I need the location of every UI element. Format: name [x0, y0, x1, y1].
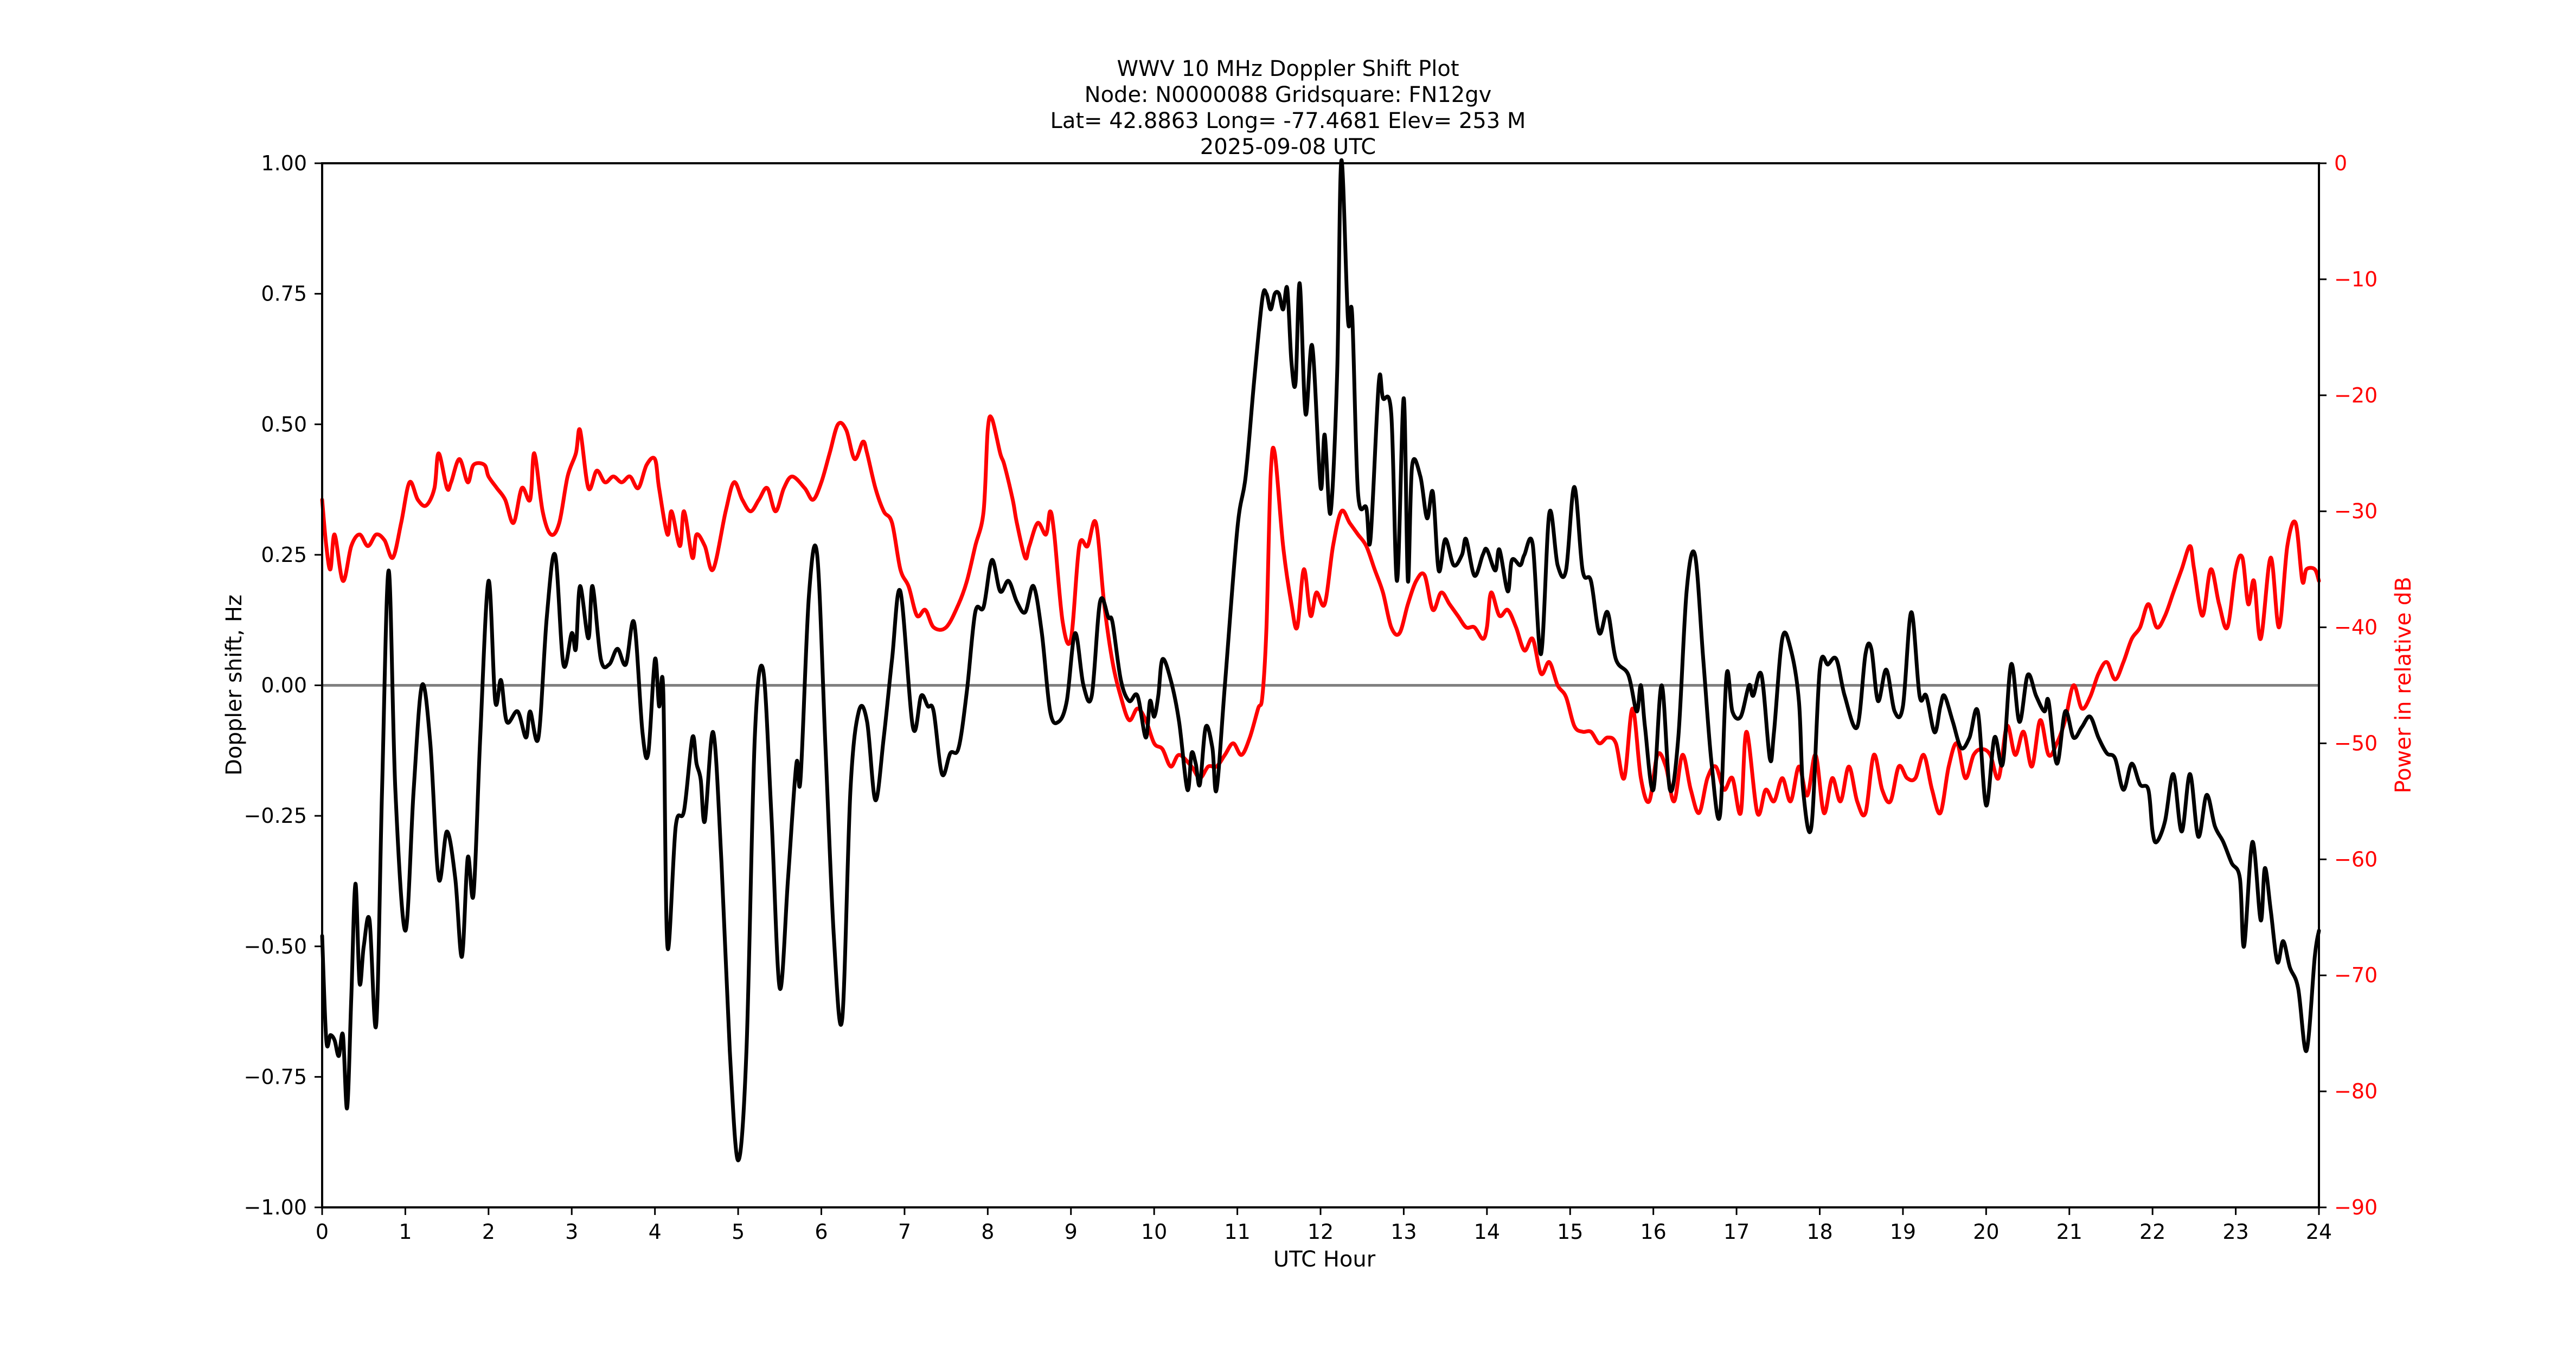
x-tick-label: 16 [1640, 1220, 1666, 1244]
x-tick-label: 11 [1224, 1220, 1250, 1244]
x-tick-label: 20 [1973, 1220, 1999, 1244]
y-tick-label: 0.50 [261, 412, 307, 436]
chart-subtitle-node: Node: N0000088 Gridsquare: FN12gv [1084, 82, 1492, 107]
x-tick-label: 12 [1308, 1220, 1334, 1244]
plot-area [320, 158, 2321, 1208]
power-series-line [320, 414, 2321, 817]
y2-tick-label: −80 [2334, 1079, 2378, 1103]
y-tick-label: 1.00 [261, 151, 307, 175]
y-tick-label: −1.00 [244, 1195, 307, 1219]
x-tick-label: 22 [2139, 1220, 2165, 1244]
x-tick-label: 8 [981, 1220, 994, 1244]
x-tick-label: 9 [1065, 1220, 1078, 1244]
y-tick-label: 0.00 [261, 674, 307, 698]
chart-subtitle-date: 2025-09-08 UTC [1200, 135, 1376, 159]
x-tick-label: 5 [732, 1220, 745, 1244]
x-tick-label: 10 [1141, 1220, 1167, 1244]
chart-title: WWV 10 MHz Doppler Shift Plot [1117, 56, 1459, 81]
y-tick-label: −0.50 [244, 935, 307, 958]
chart-subtitle-location: Lat= 42.8863 Long= -77.4681 Elev= 253 M [1050, 108, 1526, 133]
x-tick-label: 3 [565, 1220, 578, 1244]
x-tick-label: 21 [2056, 1220, 2082, 1244]
y2-tick-label: −70 [2334, 963, 2378, 987]
x-tick-label: 7 [898, 1220, 911, 1244]
x-tick-label: 4 [649, 1220, 662, 1244]
y2-tick-label: −50 [2334, 731, 2378, 755]
y-tick-label: 0.25 [261, 543, 307, 567]
x-tick-label: 6 [815, 1220, 828, 1244]
y-tick-label: −0.75 [244, 1065, 307, 1089]
y2-tick-label: −40 [2334, 616, 2378, 639]
x-tick-label: 23 [2222, 1220, 2248, 1244]
y2-tick-label: 0 [2334, 151, 2347, 175]
x-tick-label: 24 [2306, 1220, 2332, 1244]
y2-tick-label: −90 [2334, 1195, 2378, 1219]
x-axis-label: UTC Hour [1273, 1247, 1376, 1272]
x-tick-label: 1 [399, 1220, 412, 1244]
doppler-series-line [320, 158, 2321, 1162]
y2-tick-label: −20 [2334, 383, 2378, 407]
x-tick-label: 2 [482, 1220, 495, 1244]
y2-tick-label: −10 [2334, 267, 2378, 291]
x-tick-label: 15 [1557, 1220, 1583, 1244]
y-axis-right-label: Power in relative dB [2391, 577, 2416, 793]
y-axis-left-label: Doppler shift, Hz [222, 594, 247, 776]
x-tick-label: 13 [1390, 1220, 1417, 1244]
x-tick-label: 18 [1806, 1220, 1832, 1244]
x-tick-label: 19 [1890, 1220, 1916, 1244]
x-tick-label: 14 [1474, 1220, 1500, 1244]
y-axis-right-ticks: 0 −10 −20 −30 −40 −50 −60 −70 −80 −90 [2319, 151, 2378, 1219]
x-tick-label: 0 [316, 1220, 329, 1244]
x-tick-label: 17 [1723, 1220, 1750, 1244]
y-axis-left-ticks: 1.00 0.75 0.50 0.25 0.00 −0.25 −0.50 −0.75 −1.00 [244, 151, 322, 1219]
y2-tick-label: −60 [2334, 847, 2378, 871]
y-tick-label: 0.75 [261, 282, 307, 306]
y2-tick-label: −30 [2334, 500, 2378, 523]
x-axis-ticks: 0 1 2 3 4 5 6 7 8 9 10 11 12 13 14 15 16 17 18 19 20 21 22 23 24 [316, 1207, 2332, 1244]
y-tick-label: −0.25 [244, 804, 307, 828]
